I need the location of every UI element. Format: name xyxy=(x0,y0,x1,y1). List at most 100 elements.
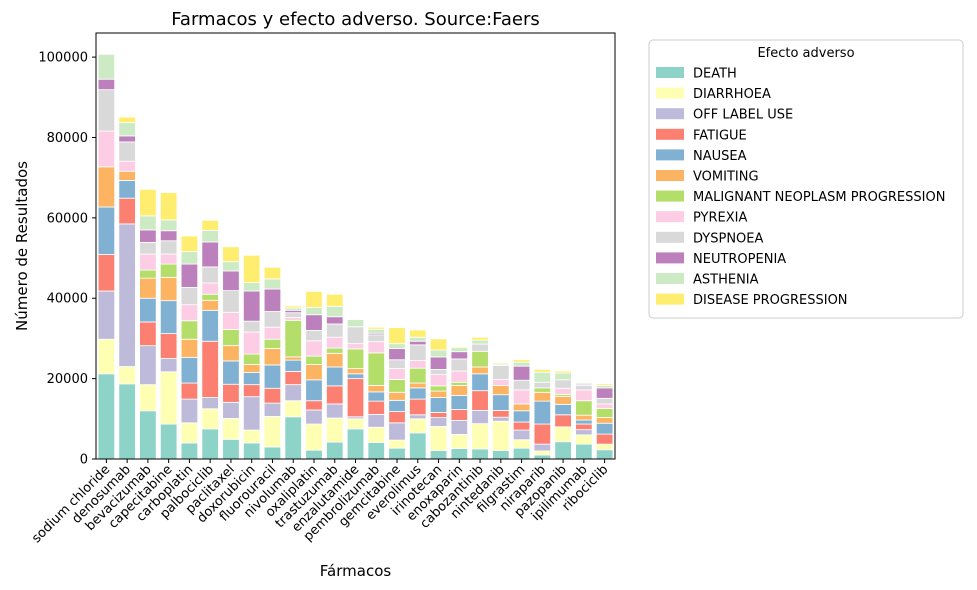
bar-segment-nintedanib-nausea xyxy=(492,394,510,411)
bar-segment-niraparib-dyspnoea xyxy=(533,381,552,389)
bar-segment-palbociclib-dyspnoea xyxy=(201,266,219,284)
bar-segment-capecitabine-diarrhoea xyxy=(159,371,178,425)
bar-segment-carboplatin-pyrexia xyxy=(180,304,199,322)
bar-segment-ipilimumab-death xyxy=(575,443,593,460)
bar-segment-carboplatin-asthenia xyxy=(180,251,199,265)
bar-segment-everolimus-asthenia xyxy=(409,336,427,342)
bar-segment-nintedanib-dyspnoea xyxy=(492,364,510,380)
bar-segment-trastuzumab-disease-progression xyxy=(326,293,344,307)
bar-segment-enzalutamide-malignant-neoplasm-progression xyxy=(346,348,365,369)
bar-segment-everolimus-malignant-neoplasm-progression xyxy=(409,367,427,384)
bar-segment-fluorouracil-fatigue xyxy=(263,387,282,404)
bar-segment-pembrolizumab-death xyxy=(367,442,385,460)
bar-segment-cabozantinib-nausea xyxy=(471,373,489,392)
bar-segment-pazopanib-diarrhoea xyxy=(554,426,572,443)
bar-segment-niraparib-diarrhoea xyxy=(533,450,552,456)
bar-segment-fluorouracil-disease-progression xyxy=(263,266,282,280)
bar-segment-ribociclib-dyspnoea xyxy=(595,397,614,405)
bar-segment-trastuzumab-asthenia xyxy=(326,305,344,318)
bar-segment-trastuzumab-fatigue xyxy=(326,385,344,405)
bar-segment-nintedanib-diarrhoea xyxy=(492,420,510,451)
bar-segment-irinotecan-off-label-use xyxy=(429,417,448,427)
legend-swatch xyxy=(656,149,684,161)
bar-segment-pembrolizumab-nausea xyxy=(367,391,385,402)
bar-segment-doxorubicin-neutropenia xyxy=(242,290,261,322)
bar-segment-ipilimumab-off-label-use xyxy=(575,429,593,436)
bar-segment-ribociclib-pyrexia xyxy=(595,403,614,409)
bar-segment-doxorubicin-off-label-use xyxy=(242,396,261,431)
bar-segment-fluorouracil-diarrhoea xyxy=(263,415,282,448)
bar-segment-carboplatin-disease-progression xyxy=(180,235,199,253)
bar-segment-sodium-chloride-dyspnoea xyxy=(97,89,116,132)
bar-segment-everolimus-dyspnoea xyxy=(409,344,427,361)
bar-segment-enzalutamide-diarrhoea xyxy=(346,418,365,430)
bar-segment-filgrastim-disease-progression xyxy=(512,359,531,363)
bar-segment-nivolumab-off-label-use xyxy=(284,384,302,402)
bar-segment-cabozantinib-off-label-use xyxy=(471,409,489,425)
bar-segment-enzalutamide-death xyxy=(346,428,365,460)
legend-label: DYSPNOEA xyxy=(693,231,764,246)
bar-segment-filgrastim-nausea xyxy=(512,410,531,423)
bar-segment-cabozantinib-asthenia xyxy=(471,339,489,345)
bar-segment-irinotecan-diarrhoea xyxy=(429,426,448,451)
bar-segment-pazopanib-vomiting xyxy=(554,395,572,405)
bar-segment-carboplatin-fatigue xyxy=(180,382,199,400)
bar-segment-doxorubicin-vomiting xyxy=(242,364,261,373)
bar-segment-fluorouracil-dyspnoea xyxy=(263,311,282,328)
bar-segment-trastuzumab-diarrhoea xyxy=(326,417,344,443)
bar-segment-ipilimumab-diarrhoea xyxy=(575,434,593,445)
bar-segment-irinotecan-fatigue xyxy=(429,411,448,419)
bar-segment-enoxaparin-death xyxy=(450,448,469,460)
bar-segment-paclitaxel-death xyxy=(222,438,240,460)
legend-label: NAUSEA xyxy=(693,149,747,164)
bar-segment-ribociclib-fatigue xyxy=(595,433,614,445)
bar-segment-enoxaparin-vomiting xyxy=(450,385,469,396)
bar-segment-pazopanib-nausea xyxy=(554,403,572,416)
legend-label: DIARRHOEA xyxy=(693,87,771,102)
bar-segment-pazopanib-disease-progression xyxy=(554,370,572,374)
bar-segment-everolimus-fatigue xyxy=(409,398,427,416)
bar-segment-irinotecan-asthenia xyxy=(429,349,448,358)
bar-segment-nintedanib-death xyxy=(492,450,510,460)
bar-segment-nivolumab-malignant-neoplasm-progression xyxy=(284,319,302,358)
bar-segment-pembrolizumab-asthenia xyxy=(367,328,385,334)
bar-segment-gemcitabine-neutropenia xyxy=(388,348,406,361)
bar-segment-sodium-chloride-pyrexia xyxy=(97,130,116,168)
bar-segment-pembrolizumab-dyspnoea xyxy=(367,334,385,343)
bar-segment-niraparib-vomiting xyxy=(533,391,552,402)
bar-segment-denosumab-asthenia xyxy=(118,122,136,137)
bar-segment-doxorubicin-pyrexia xyxy=(242,331,261,355)
bar-segment-oxaliplatin-malignant-neoplasm-progression xyxy=(305,355,323,365)
y-tick-label: 0 xyxy=(80,453,88,468)
bar-segment-fluorouracil-vomiting xyxy=(263,348,282,366)
bar-segment-bevacizumab-diarrhoea xyxy=(139,384,157,412)
bar-segment-trastuzumab-malignant-neoplasm-progression xyxy=(326,347,344,354)
bar-segment-capecitabine-fatigue xyxy=(159,333,178,359)
x-axis-label: Fármacos xyxy=(320,562,392,580)
bar-segment-nintedanib-vomiting xyxy=(492,385,510,396)
bar-segment-filgrastim-off-label-use xyxy=(512,429,531,441)
bar-segment-doxorubicin-diarrhoea xyxy=(242,429,261,444)
bar-segment-doxorubicin-fatigue xyxy=(242,384,261,398)
bar-segment-bevacizumab-fatigue xyxy=(139,321,157,347)
legend-swatch xyxy=(656,108,684,120)
bar-segment-sodium-chloride-off-label-use xyxy=(97,290,116,340)
y-tick-label: 60000 xyxy=(47,211,88,226)
bar-segment-gemcitabine-asthenia xyxy=(388,343,406,349)
bar-segment-cabozantinib-diarrhoea xyxy=(471,423,489,450)
bar-segment-ipilimumab-vomiting xyxy=(575,414,593,421)
bar-segment-paclitaxel-vomiting xyxy=(222,345,240,362)
bar-segment-oxaliplatin-disease-progression xyxy=(305,291,323,308)
chart-title: Farmacos y efecto adverso. Source:Faers xyxy=(171,9,540,30)
bar-segment-denosumab-pyrexia xyxy=(118,160,136,172)
bar-segment-bevacizumab-malignant-neoplasm-progression xyxy=(139,269,157,279)
bar-segment-cabozantinib-fatigue xyxy=(471,390,489,411)
legend-swatch xyxy=(656,252,684,264)
bar-segment-ribociclib-neutropenia xyxy=(595,387,614,399)
bar-segment-pembrolizumab-malignant-neoplasm-progression xyxy=(367,352,385,386)
bar-segment-ipilimumab-fatigue xyxy=(575,423,593,431)
bar-segment-fluorouracil-pyrexia xyxy=(263,326,282,340)
bar-segment-enoxaparin-asthenia xyxy=(450,347,469,353)
